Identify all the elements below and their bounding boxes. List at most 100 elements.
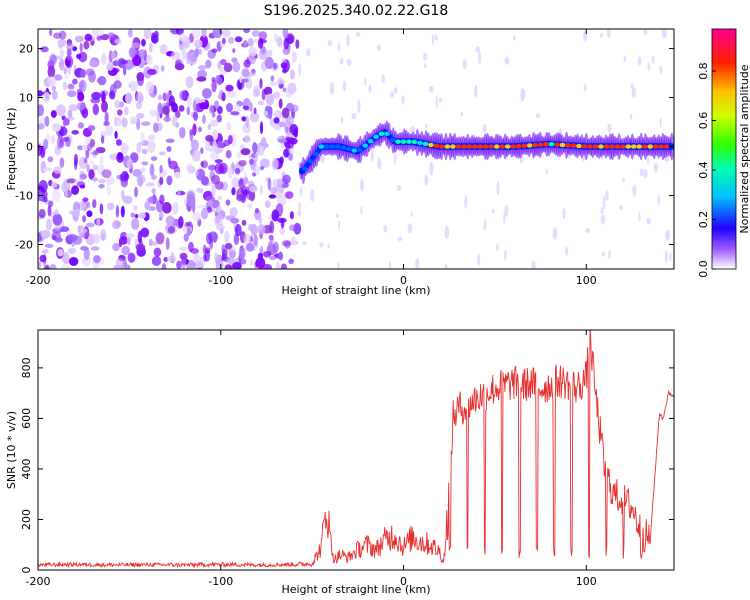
noise-blob <box>52 235 57 240</box>
noise-blob <box>289 224 296 232</box>
noise-blob <box>234 224 242 237</box>
noise-blob <box>259 158 270 169</box>
noise-blob <box>161 202 172 214</box>
sparse-blob <box>562 207 566 220</box>
noise-blob <box>53 74 63 81</box>
noise-blob <box>247 203 253 209</box>
noise-blob <box>290 236 297 246</box>
noise-blob <box>51 85 57 91</box>
sparse-blob <box>504 204 509 217</box>
noise-blob <box>71 185 80 196</box>
noise-blob <box>99 257 105 266</box>
noise-blob <box>155 232 165 245</box>
noise-blob <box>100 29 104 37</box>
noise-blob <box>114 38 122 45</box>
noise-blob <box>282 46 291 56</box>
noise-blob <box>134 186 138 198</box>
noise-blob <box>211 79 217 93</box>
noise-blob <box>215 223 226 231</box>
noise-blob <box>62 252 70 265</box>
noise-blob <box>135 243 146 251</box>
noise-blob <box>63 67 67 75</box>
noise-blob <box>289 211 294 220</box>
noise-blob <box>217 140 222 148</box>
noise-blob <box>227 91 237 98</box>
noise-blob <box>211 48 218 53</box>
noise-blob <box>186 94 192 108</box>
noise-blob <box>146 54 153 65</box>
ridge-peak <box>450 144 456 149</box>
noise-blob <box>116 117 122 127</box>
sparse-blob <box>565 246 569 256</box>
noise-blob <box>121 117 128 128</box>
noise-blob <box>272 91 281 99</box>
noise-blob <box>83 158 87 164</box>
sparse-blob <box>338 220 341 231</box>
noise-blob <box>254 207 260 214</box>
noise-blob <box>273 117 280 124</box>
noise-blob <box>44 116 50 127</box>
ridge-peak <box>329 144 336 149</box>
noise-blob <box>54 208 59 216</box>
ridge-peak <box>433 143 440 149</box>
noise-blob <box>125 92 133 105</box>
sparse-blob <box>478 51 482 65</box>
ridge-peak <box>504 144 511 149</box>
noise-blob <box>285 121 290 128</box>
noise-blob <box>279 156 284 165</box>
sparse-blob <box>355 32 361 37</box>
sparse-blob <box>606 29 611 39</box>
colorbar: 0.0 0.2 0.4 0.6 0.8 Normalized spectral ampl… <box>697 28 750 278</box>
spectrogram-ytick-label: 10 <box>19 92 33 105</box>
ridge-peak <box>510 144 516 149</box>
noise-blob <box>101 100 108 113</box>
noise-blob <box>202 244 207 255</box>
sparse-blob <box>320 155 325 163</box>
sparse-blob <box>423 52 428 61</box>
noise-blob <box>104 111 109 125</box>
noise-blob <box>170 29 180 35</box>
noise-blob <box>249 158 254 165</box>
noise-blob <box>49 263 57 269</box>
sparse-blob <box>339 57 344 65</box>
noise-blob <box>76 181 86 188</box>
noise-blob <box>243 29 251 34</box>
sparse-blob <box>585 228 591 233</box>
noise-blob <box>82 215 87 223</box>
noise-blob <box>210 145 218 150</box>
noise-blob <box>61 115 65 120</box>
noise-blob <box>147 68 157 76</box>
ridge-peak <box>663 144 670 149</box>
sparse-blob <box>622 177 625 183</box>
noise-blob <box>124 106 129 116</box>
noise-blob <box>167 226 176 234</box>
noise-blob <box>38 144 43 156</box>
sparse-blob <box>444 225 450 239</box>
noise-blob <box>114 99 121 109</box>
noise-blob <box>271 158 279 171</box>
noise-blob <box>241 116 247 122</box>
noise-blob <box>225 199 231 206</box>
noise-blob <box>207 199 213 206</box>
ridge-peak <box>559 142 566 148</box>
ridge-peak <box>422 141 429 147</box>
noise-blob <box>226 121 232 132</box>
ridge-peak <box>444 144 451 149</box>
spectrogram-ytick-label: 0 <box>26 141 33 154</box>
noise-blob <box>126 158 133 170</box>
noise-blob <box>281 107 290 119</box>
noise-blob <box>201 29 207 38</box>
ridge-peak <box>318 144 325 149</box>
ridge-peak <box>647 144 654 149</box>
noise-blob <box>42 138 49 150</box>
noise-blob <box>77 122 84 129</box>
noise-blob <box>122 195 133 205</box>
noise-blob <box>252 142 258 154</box>
noise-blob <box>289 137 298 145</box>
noise-blob <box>280 263 288 269</box>
noise-blob <box>59 58 65 71</box>
noise-blob <box>253 107 257 115</box>
noise-blob <box>183 233 189 242</box>
ridge-peak <box>532 142 538 148</box>
